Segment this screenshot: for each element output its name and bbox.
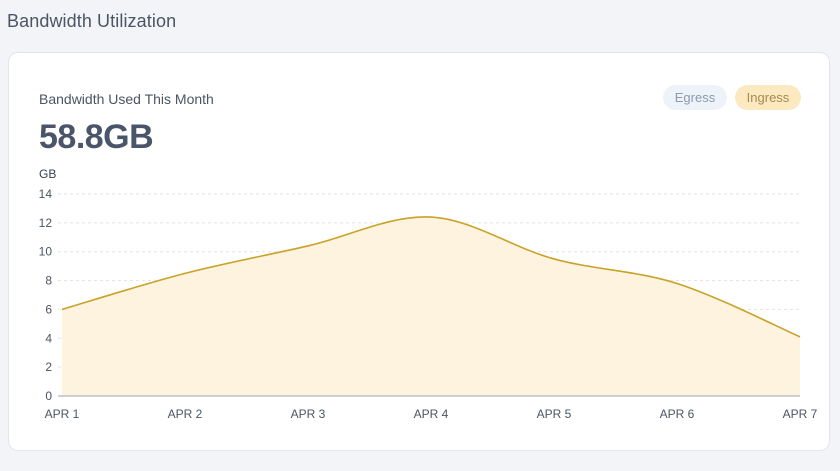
card-label: Bandwidth Used This Month: [39, 91, 214, 107]
ingress-toggle[interactable]: Ingress: [735, 85, 801, 110]
total-bandwidth-value: 58.8GB: [39, 118, 154, 156]
bandwidth-card: Bandwidth Used This Month 58.8GB Egress …: [8, 52, 830, 451]
page-title: Bandwidth Utilization: [7, 11, 177, 31]
egress-toggle[interactable]: Egress: [663, 85, 727, 110]
